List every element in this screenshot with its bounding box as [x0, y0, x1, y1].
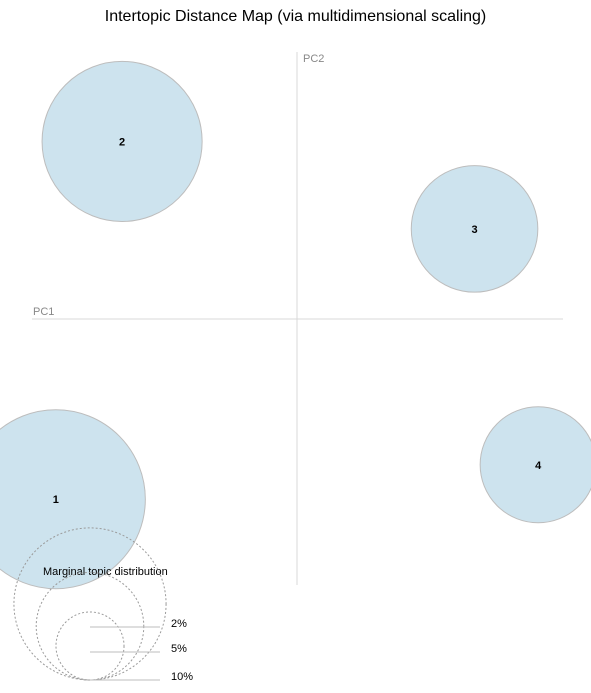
- topic-bubble-2[interactable]: 2: [41, 60, 203, 222]
- x-axis-label: PC1: [33, 306, 54, 318]
- size-legend-circle-10: [13, 527, 167, 681]
- topic-label-3: 3: [471, 224, 477, 236]
- topic-circle-1[interactable]: [0, 409, 146, 590]
- chart-title: Intertopic Distance Map (via multidimens…: [104, 8, 487, 25]
- topic-circle-4[interactable]: [479, 406, 591, 524]
- y-axis-label: PC2: [303, 53, 324, 65]
- size-legend-label-5: 5%: [171, 643, 187, 655]
- topic-circle-3[interactable]: [410, 165, 539, 293]
- topic-bubble-3[interactable]: 3: [410, 165, 539, 293]
- topic-label-1: 1: [53, 494, 59, 506]
- size-legend-label-10: 10%: [171, 671, 193, 683]
- topic-bubble-4[interactable]: 4: [479, 406, 591, 524]
- size-legend-circle-2: [55, 611, 125, 681]
- topic-label-2: 2: [119, 136, 125, 148]
- topic-label-4: 4: [535, 460, 542, 472]
- size-legend-label-2: 2%: [171, 618, 187, 630]
- topic-circle-2[interactable]: [41, 60, 203, 222]
- topic-bubble-1[interactable]: 1: [0, 409, 146, 590]
- size-legend-title: Marginal topic distribution: [43, 566, 168, 578]
